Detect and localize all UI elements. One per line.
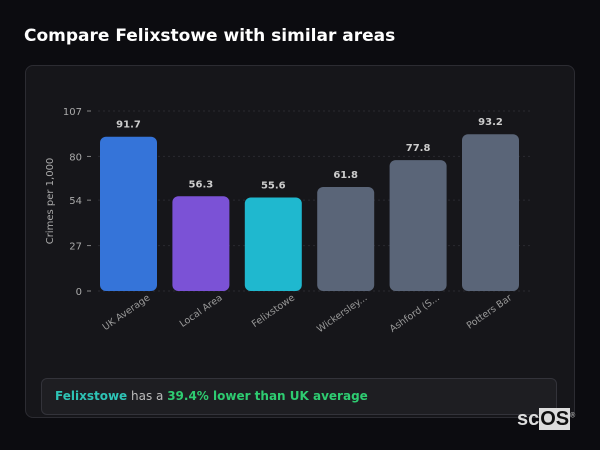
x-tick-label: Potters Bar	[465, 292, 514, 331]
data-label: 91.7	[116, 120, 141, 131]
data-label: 61.8	[333, 170, 358, 181]
bar	[100, 136, 157, 291]
x-tick-label: Local Area	[178, 292, 225, 329]
x-tick-label: Ashford (S...	[388, 292, 442, 334]
bar	[172, 196, 230, 291]
bar	[244, 197, 302, 291]
comparison-summary: Felixstowe has a 39.4% lower than UK ave…	[41, 378, 557, 415]
data-label: 56.3	[189, 179, 214, 190]
bar	[317, 187, 375, 291]
y-tick-label: 27	[69, 242, 82, 253]
scos-logo: scOS®	[517, 408, 576, 430]
x-tick-label: Felixstowe	[250, 292, 297, 330]
y-axis-label: Crimes per 1,000	[45, 158, 56, 245]
x-tick-label: UK Average	[101, 292, 153, 333]
data-label: 55.6	[261, 180, 286, 191]
summary-highlight: 39.4% lower than UK average	[167, 389, 368, 403]
summary-place: Felixstowe	[55, 389, 128, 403]
y-tick-label: 54	[69, 196, 82, 207]
bar	[462, 134, 519, 291]
y-tick-label: 80	[69, 152, 82, 163]
x-tick-label: Wickersley...	[315, 292, 369, 335]
y-tick-label: 0	[76, 287, 82, 298]
summary-middle: has a	[127, 389, 168, 403]
page-title: Compare Felixstowe with similar areas	[24, 26, 396, 46]
data-label: 77.8	[406, 143, 431, 154]
y-tick-label: 107	[63, 107, 82, 118]
data-label: 93.2	[478, 117, 503, 128]
bar	[389, 160, 447, 291]
